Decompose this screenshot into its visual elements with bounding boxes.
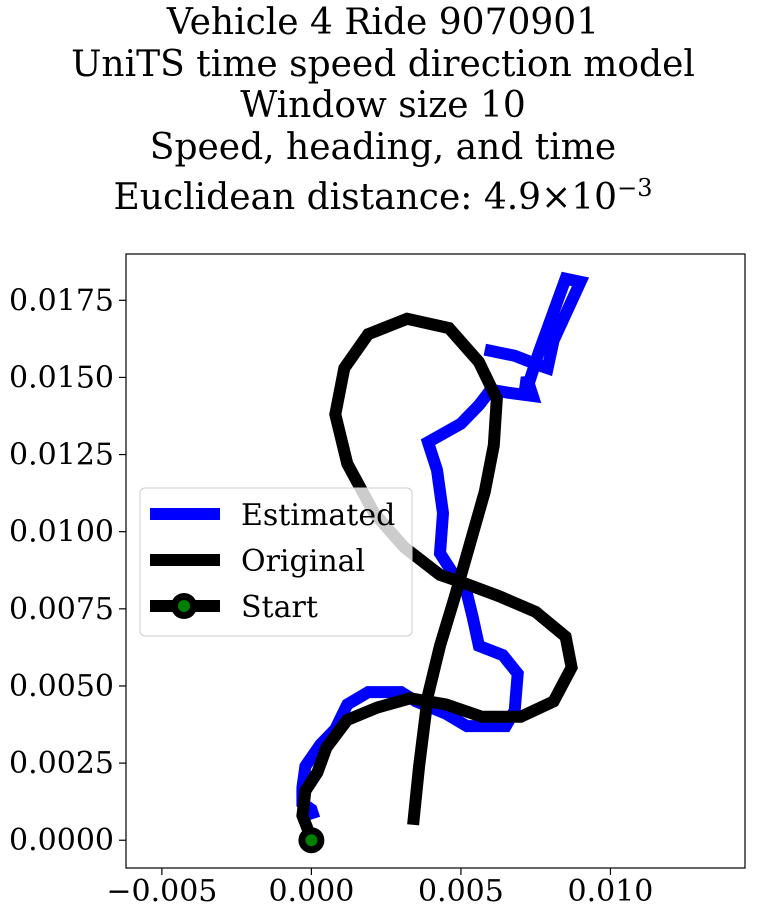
y-tick-label: 0.0100 (9, 515, 114, 550)
x-tick-label: −0.005 (106, 874, 217, 909)
distance-prefix: Euclidean distance: (113, 177, 484, 218)
series-original-line (296, 312, 578, 843)
y-axis: 0.0000 0.0025 0.0050 0.0075 0.0100 0.0125 0.01… (9, 283, 126, 858)
y-tick-label: 0.0025 (9, 746, 114, 781)
title-line-3: Window size 10 (240, 85, 526, 126)
y-tick-label: 0.0075 (9, 592, 114, 627)
y-tick-label: 0.0175 (9, 283, 114, 318)
x-tick-label: 0.010 (567, 874, 653, 909)
distance-times: × (541, 177, 572, 218)
x-axis: −0.005 0.000 0.005 0.010 (106, 868, 653, 909)
legend: Estimated Original Start (139, 487, 413, 637)
x-tick-label: 0.000 (268, 874, 354, 909)
distance-exponent: −3 (617, 174, 653, 202)
chart-title: Vehicle 4 Ride 9070901 UniTS time speed … (0, 2, 766, 219)
legend-label-estimated: Estimated (241, 498, 395, 533)
distance-base: 10 (571, 177, 618, 218)
y-tick-label: 0.0000 (9, 823, 114, 858)
legend-label-start: Start (241, 590, 318, 625)
start-marker-inner (305, 834, 318, 847)
y-tick-label: 0.0125 (9, 438, 114, 473)
distance-mantissa: 4.9 (483, 177, 542, 218)
axes-frame (125, 253, 746, 869)
title-line-1: Vehicle 4 Ride 9070901 (166, 2, 600, 43)
legend-box (139, 487, 413, 637)
title-line-2: UniTS time speed direction model (71, 43, 695, 85)
legend-label-original: Original (241, 544, 365, 579)
title-line-5: Euclidean distance: 4.9×10−3 (0, 168, 766, 219)
title-line-4: Speed, heading, and time (149, 126, 617, 168)
x-tick-label: 0.005 (418, 874, 504, 909)
series-layer (296, 271, 590, 854)
legend-start-marker-inner (178, 600, 190, 612)
y-tick-label: 0.0150 (9, 360, 114, 395)
y-tick-label: 0.0050 (9, 669, 114, 704)
